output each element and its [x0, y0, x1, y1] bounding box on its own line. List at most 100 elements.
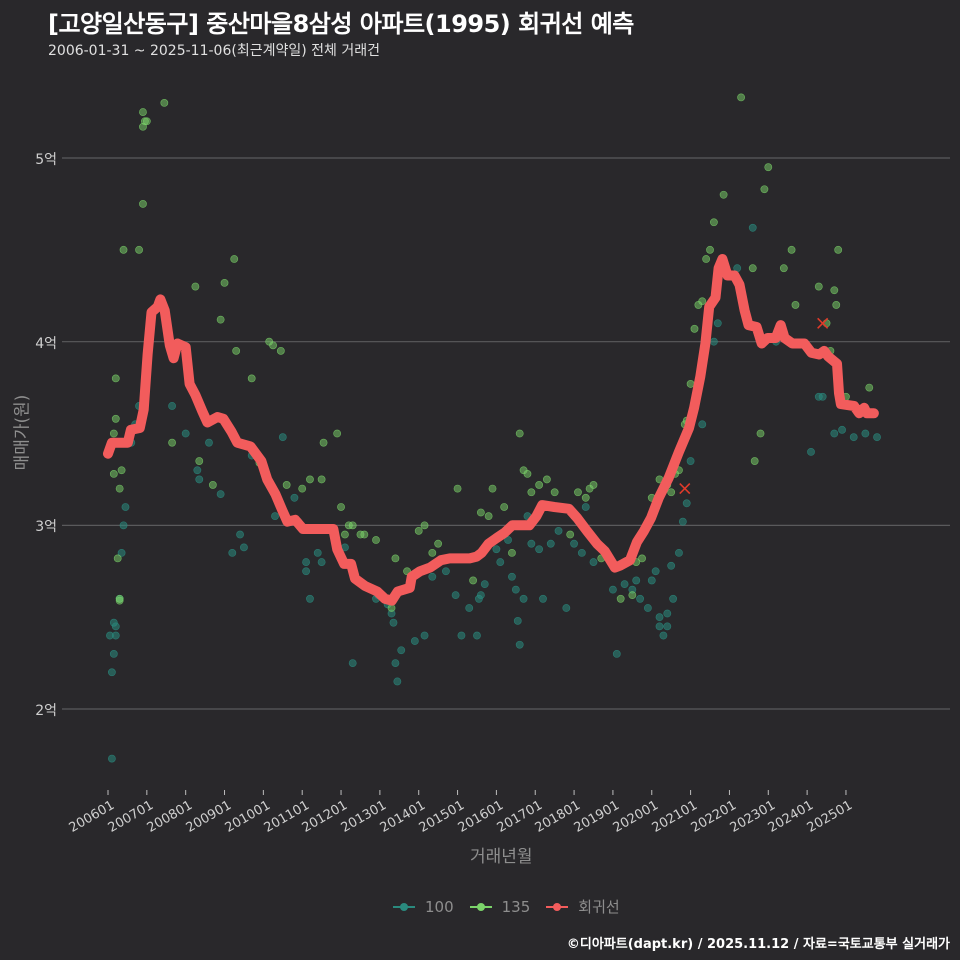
data-point-135 — [484, 512, 493, 521]
chart-title: [고양일산동구] 중산마을8삼성 아파트(1995) 회귀선 예측 — [48, 10, 634, 38]
data-point-100 — [535, 545, 544, 554]
data-point-100 — [713, 319, 722, 328]
data-point-100 — [686, 457, 695, 465]
data-point-135 — [698, 297, 707, 306]
data-point-100 — [317, 558, 326, 566]
data-point-100 — [442, 567, 450, 576]
y-tick-label: 2억 — [35, 703, 57, 719]
data-point-100 — [849, 433, 858, 442]
legend-label: 100 — [425, 897, 454, 916]
data-point-135 — [832, 301, 841, 309]
y-tick-label: 3억 — [35, 519, 57, 536]
data-point-100 — [496, 558, 505, 566]
data-point-100 — [807, 447, 815, 456]
data-point-135 — [247, 374, 256, 383]
data-point-135 — [117, 466, 126, 475]
data-point-135 — [319, 438, 328, 447]
data-point-100 — [513, 616, 522, 625]
data-point-100 — [655, 622, 664, 631]
data-point-100 — [428, 572, 437, 581]
data-point-135 — [834, 245, 843, 254]
data-point-135 — [830, 286, 839, 295]
y-tick-label: 4억 — [35, 335, 57, 352]
data-point-100 — [647, 576, 656, 585]
data-point-100 — [240, 543, 248, 552]
data-point-135 — [139, 200, 147, 208]
data-point-100 — [236, 530, 244, 539]
data-point-100 — [391, 659, 400, 667]
data-point-135 — [391, 554, 400, 563]
data-point-100 — [302, 558, 310, 566]
data-point-100 — [290, 493, 299, 502]
data-point-100 — [168, 402, 176, 410]
legend-key-icon — [469, 900, 492, 914]
data-point-135 — [706, 245, 714, 254]
data-point-100 — [228, 548, 237, 557]
data-point-100 — [682, 499, 691, 508]
data-point-135 — [168, 438, 176, 447]
data-point-135 — [581, 493, 590, 502]
data-point-135 — [508, 548, 516, 557]
legend: 100 135 회귀선 — [393, 896, 628, 917]
data-point-135 — [109, 429, 118, 438]
data-point-135 — [282, 481, 291, 489]
data-point-100 — [306, 594, 314, 603]
data-point-135 — [702, 255, 711, 263]
x-marker-icon — [679, 483, 691, 495]
data-point-135 — [276, 346, 285, 355]
data-point-100 — [348, 659, 357, 667]
data-point-100 — [562, 604, 571, 612]
data-point-100 — [492, 545, 501, 554]
data-point-135 — [115, 596, 124, 605]
data-point-135 — [515, 429, 524, 438]
data-point-100 — [109, 650, 118, 658]
data-point-100 — [873, 433, 881, 442]
data-point-135 — [135, 245, 143, 254]
data-point-100 — [609, 585, 617, 594]
data-point-135 — [420, 521, 429, 530]
data-point-135 — [469, 576, 477, 585]
data-point-100 — [698, 420, 707, 429]
data-point-135 — [550, 488, 559, 497]
data-point-100 — [111, 622, 120, 631]
source-caption: ©디아파트(dapt.kr) / 2025.11.12 / 자료=국토교통부 실… — [566, 937, 950, 952]
data-point-100 — [515, 640, 524, 649]
data-point-135 — [306, 475, 314, 484]
data-point-135 — [535, 481, 544, 489]
data-point-135 — [574, 488, 582, 497]
data-point-100 — [313, 548, 322, 557]
data-point-135 — [667, 488, 676, 497]
data-point-135 — [500, 503, 509, 511]
data-point-135 — [542, 475, 551, 484]
data-point-135 — [822, 319, 831, 328]
data-point-100 — [420, 631, 429, 640]
data-point-100 — [577, 548, 586, 557]
data-point-135 — [191, 282, 200, 291]
data-point-135 — [160, 98, 169, 107]
data-point-100 — [539, 594, 547, 603]
data-point-100 — [678, 517, 687, 526]
y-axis-label: 매매가(원) — [12, 394, 33, 471]
data-point-100 — [195, 475, 204, 484]
data-point-135 — [638, 554, 646, 563]
data-point-100 — [663, 609, 672, 618]
y-tick-label: 5억 — [35, 152, 57, 168]
legend-item-135[interactable]: 135 — [469, 898, 530, 916]
legend-item-regression[interactable]: 회귀선 — [546, 896, 620, 917]
data-point-135 — [119, 245, 128, 254]
data-point-135 — [269, 341, 277, 350]
data-point-100 — [205, 438, 213, 447]
data-point-135 — [710, 218, 718, 227]
data-point-100 — [589, 558, 598, 566]
data-point-135 — [208, 481, 217, 489]
data-point-135 — [109, 470, 118, 478]
data-point-100 — [397, 646, 406, 655]
legend-item-100[interactable]: 100 — [393, 898, 454, 916]
data-point-100 — [111, 631, 120, 640]
data-point-100 — [451, 591, 460, 600]
data-point-135 — [142, 117, 151, 126]
data-point-100 — [632, 576, 641, 585]
data-point-100 — [473, 631, 481, 640]
data-point-135 — [476, 508, 485, 517]
